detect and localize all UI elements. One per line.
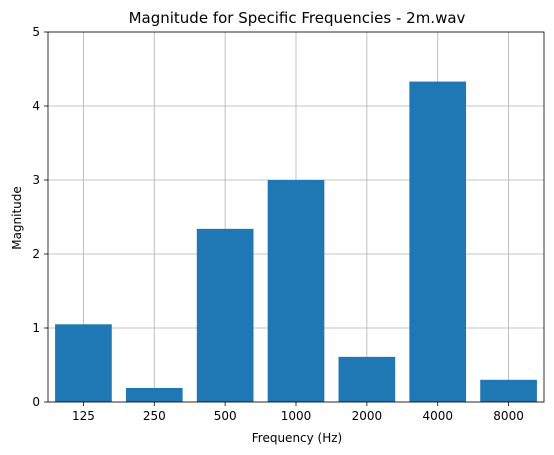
y-tick-label: 4 (32, 99, 40, 113)
x-tick-label: 500 (214, 409, 237, 423)
bar-4000 (409, 81, 467, 402)
chart-title: Magnitude for Specific Frequencies - 2m.… (129, 9, 466, 27)
x-tick-label: 8000 (493, 409, 524, 423)
y-axis-ticks: 0 1 2 3 4 5 (32, 25, 48, 409)
bar-1000 (267, 180, 325, 402)
bar-250 (125, 387, 183, 402)
x-tick-label: 1000 (281, 409, 312, 423)
x-tick-label: 125 (72, 409, 95, 423)
bars (55, 81, 537, 402)
x-tick-label: 250 (143, 409, 166, 423)
x-axis-ticks: 125 250 500 1000 2000 4000 8000 (72, 402, 524, 423)
bar-8000 (480, 379, 537, 402)
y-tick-label: 5 (32, 25, 40, 39)
bar-2000 (338, 356, 396, 402)
y-tick-label: 2 (32, 247, 40, 261)
x-axis-label: Frequency (Hz) (252, 431, 343, 445)
x-tick-label: 4000 (422, 409, 453, 423)
bar-500 (196, 228, 254, 402)
y-tick-label: 0 (32, 395, 40, 409)
y-axis-label: Magnitude (10, 186, 24, 250)
y-tick-label: 1 (32, 321, 40, 335)
x-tick-label: 2000 (352, 409, 383, 423)
bar-125 (55, 324, 112, 402)
y-tick-label: 3 (32, 173, 40, 187)
